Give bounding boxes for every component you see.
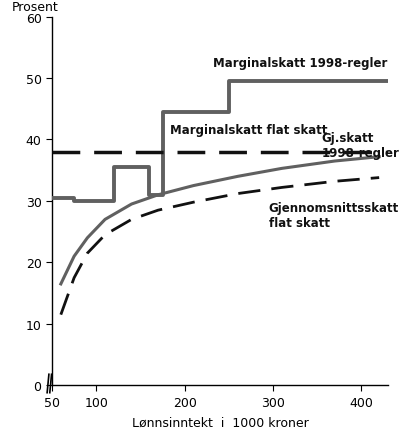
Text: Marginalskatt 1998-regler: Marginalskatt 1998-regler (213, 57, 387, 70)
Text: Gj.skatt
1998-regler: Gj.skatt 1998-regler (322, 132, 400, 160)
Text: Gjennomsnittsskatt
flat skatt: Gjennomsnittsskatt flat skatt (269, 201, 399, 230)
Text: Prosent: Prosent (12, 1, 58, 14)
Text: Marginalskatt flat skatt: Marginalskatt flat skatt (170, 124, 327, 137)
X-axis label: Lønnsinntekt  i  1000 kroner: Lønnsinntekt i 1000 kroner (132, 416, 308, 429)
